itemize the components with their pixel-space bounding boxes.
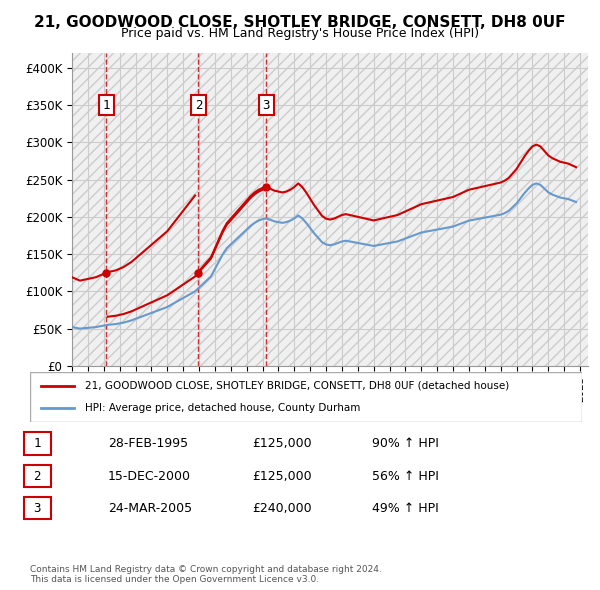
Text: £125,000: £125,000 <box>252 470 311 483</box>
Text: 1: 1 <box>103 99 110 112</box>
Text: 2: 2 <box>194 99 202 112</box>
Text: 3: 3 <box>262 99 270 112</box>
Text: 15-DEC-2000: 15-DEC-2000 <box>108 470 191 483</box>
Text: 24-MAR-2005: 24-MAR-2005 <box>108 502 192 516</box>
Text: 2: 2 <box>34 470 41 483</box>
Text: £240,000: £240,000 <box>252 502 311 516</box>
FancyBboxPatch shape <box>30 372 582 422</box>
Text: Price paid vs. HM Land Registry's House Price Index (HPI): Price paid vs. HM Land Registry's House … <box>121 27 479 40</box>
Text: 3: 3 <box>34 502 41 516</box>
Text: HPI: Average price, detached house, County Durham: HPI: Average price, detached house, Coun… <box>85 403 361 413</box>
Text: 21, GOODWOOD CLOSE, SHOTLEY BRIDGE, CONSETT, DH8 0UF: 21, GOODWOOD CLOSE, SHOTLEY BRIDGE, CONS… <box>34 15 566 30</box>
Text: 49% ↑ HPI: 49% ↑ HPI <box>372 502 439 516</box>
Text: 1: 1 <box>34 437 41 451</box>
Text: 90% ↑ HPI: 90% ↑ HPI <box>372 437 439 451</box>
Text: Contains HM Land Registry data © Crown copyright and database right 2024.
This d: Contains HM Land Registry data © Crown c… <box>30 565 382 584</box>
Text: 21, GOODWOOD CLOSE, SHOTLEY BRIDGE, CONSETT, DH8 0UF (detached house): 21, GOODWOOD CLOSE, SHOTLEY BRIDGE, CONS… <box>85 381 509 391</box>
Text: 56% ↑ HPI: 56% ↑ HPI <box>372 470 439 483</box>
Text: £125,000: £125,000 <box>252 437 311 451</box>
Text: 28-FEB-1995: 28-FEB-1995 <box>108 437 188 451</box>
